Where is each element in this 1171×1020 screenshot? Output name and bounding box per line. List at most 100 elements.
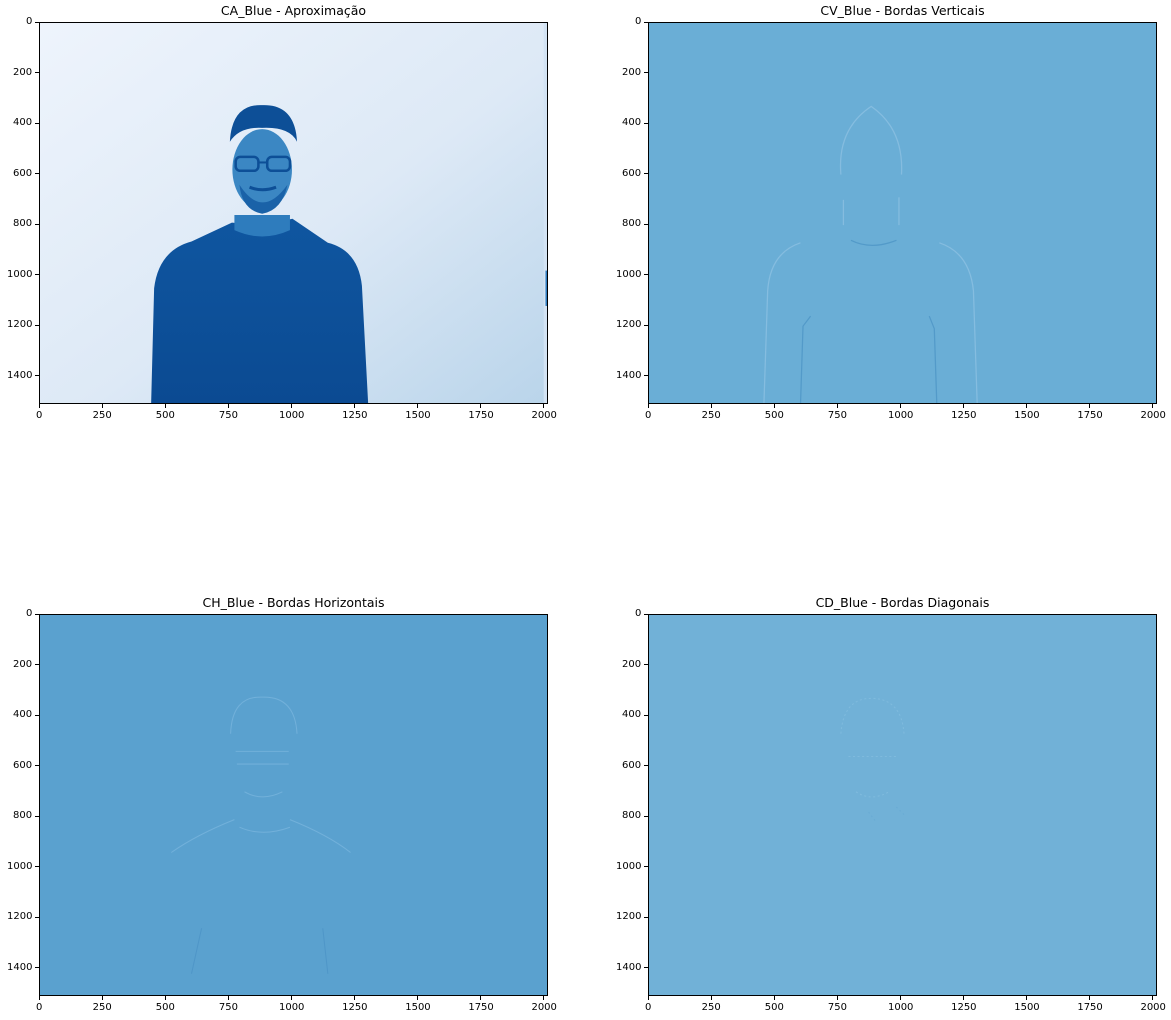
x-tick [417,996,419,1000]
y-tick-label: 600 [622,167,642,179]
y-tick [644,765,648,767]
x-tick [1152,996,1154,1000]
y-tick [35,967,39,969]
x-tick-label: 750 [827,1002,847,1013]
y-tick-label: 1000 [616,268,642,280]
y-tick-label: 400 [13,117,33,129]
x-tick [543,996,545,1000]
x-tick [164,996,166,1000]
x-tick [647,996,649,1000]
x-tick [227,404,229,408]
y-tick [644,375,648,377]
y-tick [35,173,39,175]
x-tick [963,404,965,408]
y-tick-label: 1200 [616,911,642,923]
approximation-image [40,23,547,403]
y-tick [35,274,39,276]
x-tick [710,404,712,408]
y-tick [35,664,39,666]
image-area [648,22,1157,404]
x-tick-label: 1750 [1077,1002,1103,1013]
horizontal-edges-image [40,615,547,995]
x-tick-label: 750 [827,410,847,421]
x-tick-label: 0 [36,1002,43,1013]
x-tick-label: 1750 [1077,410,1103,421]
x-tick-label: 1500 [405,410,431,421]
y-tick [644,21,648,23]
panel-title: CV_Blue - Bordas Verticais [820,3,985,18]
y-tick [35,21,39,23]
vertical-edges-image [649,23,1156,403]
y-tick-label: 800 [622,218,642,230]
x-tick-label: 1750 [468,1002,494,1013]
y-tick [644,866,648,868]
y-tick-label: 1200 [616,319,642,331]
x-tick [836,996,838,1000]
x-tick-label: 2000 [1140,1002,1166,1013]
y-tick [644,916,648,918]
x-tick-label: 250 [701,1002,721,1013]
x-tick [710,996,712,1000]
y-tick-label: 800 [13,810,33,822]
x-tick-label: 2000 [1140,410,1166,421]
y-tick [35,223,39,225]
image-area [648,614,1157,996]
x-tick [899,404,901,408]
x-tick [354,996,356,1000]
x-tick-label: 1250 [951,410,977,421]
y-tick [644,815,648,817]
y-tick [644,122,648,124]
y-tick [644,714,648,716]
x-tick [480,996,482,1000]
y-tick-label: 1400 [7,961,33,973]
x-tick [647,404,649,408]
y-tick [644,613,648,615]
x-tick-label: 750 [218,410,238,421]
y-tick [644,324,648,326]
y-tick [35,375,39,377]
panel-ch: CH_Blue - Bordas Horizontais 0 250 500 750 1… [7,595,557,1013]
x-tick-label: 1500 [405,1002,431,1013]
x-tick-label: 0 [645,1002,652,1013]
x-tick-label: 1500 [1014,1002,1040,1013]
x-tick-label: 1000 [278,410,305,421]
y-tick [35,815,39,817]
x-tick-label: 1000 [278,1002,305,1013]
y-tick-label: 800 [13,218,33,230]
y-tick-label: 200 [13,658,33,670]
y-tick-label: 0 [635,16,642,27]
x-tick-label: 500 [764,1002,784,1013]
x-tick-label: 250 [701,410,721,421]
x-tick [290,404,292,408]
panel-title: CH_Blue - Bordas Horizontais [202,595,385,610]
panel-cv: CV_Blue - Bordas Verticais 0 250 500 750 100… [616,3,1166,421]
x-tick-label: 750 [218,1002,238,1013]
x-tick [354,404,356,408]
x-tick-label: 1250 [342,1002,368,1013]
x-tick-label: 250 [92,1002,112,1013]
x-tick [1089,996,1091,1000]
diagonal-edges-image [649,615,1156,995]
x-tick [1026,996,1028,1000]
y-tick-label: 1400 [7,369,33,381]
x-tick [101,996,103,1000]
y-tick-label: 600 [622,759,642,771]
x-tick-label: 0 [36,410,43,421]
y-tick [35,765,39,767]
x-tick [963,996,965,1000]
y-tick-label: 1000 [7,860,33,872]
image-area [39,614,548,996]
image-area [39,22,548,404]
y-tick-label: 400 [622,117,642,129]
y-tick [644,664,648,666]
x-tick-label: 500 [155,1002,175,1013]
x-tick [101,404,103,408]
x-tick-label: 1750 [468,410,494,421]
x-tick [164,404,166,408]
x-tick-label: 0 [645,410,652,421]
x-tick-label: 1250 [951,1002,977,1013]
x-tick-label: 1000 [887,410,914,421]
x-tick-label: 500 [155,410,175,421]
x-tick [773,996,775,1000]
